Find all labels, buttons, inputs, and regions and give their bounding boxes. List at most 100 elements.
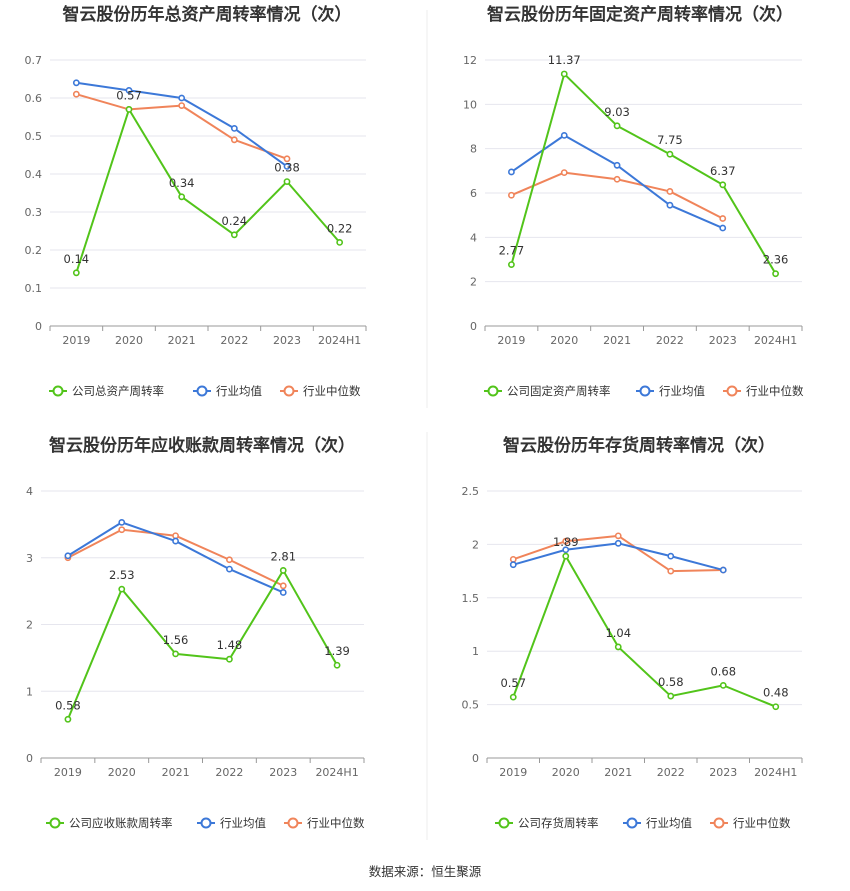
legend-swatch-marker xyxy=(713,817,725,829)
data-label: 2.81 xyxy=(270,549,296,563)
data-point xyxy=(614,532,622,540)
y-tick-label: 0 xyxy=(35,320,42,333)
data-point xyxy=(667,552,675,560)
data-point xyxy=(509,561,517,569)
legend-swatch-marker xyxy=(287,817,299,829)
data-label: 11.37 xyxy=(548,53,581,67)
data-point xyxy=(666,150,674,158)
x-tick-label: 2021 xyxy=(162,766,190,779)
series-line xyxy=(510,72,777,275)
data-point xyxy=(562,537,570,545)
data-label: 7.75 xyxy=(657,133,683,147)
y-tick-label: 6 xyxy=(470,187,477,200)
y-tick-label: 0.1 xyxy=(25,282,43,295)
data-label: 9.03 xyxy=(604,105,630,119)
x-tick-label: 2022 xyxy=(657,766,685,779)
data-point xyxy=(72,269,80,277)
legend-label: 行业中位数 xyxy=(307,816,365,830)
data-point xyxy=(283,155,291,163)
y-tick-label: 8 xyxy=(470,143,477,156)
data-point xyxy=(279,589,287,596)
data-point xyxy=(666,188,674,195)
data-point xyxy=(719,566,727,574)
y-tick-label: 0.4 xyxy=(25,168,43,181)
legend-swatch-marker xyxy=(726,385,738,397)
data-point xyxy=(772,703,780,711)
data-label: 0.68 xyxy=(710,664,736,678)
data-point xyxy=(719,215,727,222)
x-tick-label: 2023 xyxy=(273,334,301,347)
data-point xyxy=(226,565,233,573)
x-tick-label: 2020 xyxy=(115,334,143,347)
legend-swatch-marker xyxy=(498,817,510,829)
legend-label: 行业均值 xyxy=(646,816,692,830)
data-point xyxy=(508,168,515,176)
data-point xyxy=(509,693,517,701)
legend-label: 公司固定资产周转率 xyxy=(507,384,611,398)
data-point xyxy=(118,518,126,526)
y-tick-label: 1 xyxy=(26,685,33,698)
data-point xyxy=(333,661,341,669)
data-point xyxy=(613,122,621,130)
x-tick-label: 2021 xyxy=(168,334,196,347)
legend-label: 行业均值 xyxy=(216,384,262,398)
data-point xyxy=(72,90,80,98)
data-label: 2.53 xyxy=(109,568,135,582)
data-point xyxy=(613,175,621,183)
data-label: 0.14 xyxy=(64,252,90,266)
y-tick-label: 0.6 xyxy=(25,92,43,105)
data-point xyxy=(667,567,675,575)
data-label: 0.57 xyxy=(116,88,142,102)
legend-swatch-marker xyxy=(487,385,499,397)
data-point xyxy=(666,201,674,209)
data-label: 2.77 xyxy=(499,244,525,258)
y-tick-label: 10 xyxy=(463,98,477,111)
y-tick-label: 0.3 xyxy=(25,206,43,219)
data-point xyxy=(614,643,622,651)
data-label: 0.38 xyxy=(274,161,300,175)
data-point xyxy=(172,532,179,540)
x-tick-label: 2024H1 xyxy=(754,766,797,779)
source-note: 数据来源：恒生聚源 xyxy=(369,864,482,879)
x-tick-label: 2020 xyxy=(552,766,580,779)
y-tick-label: 0.2 xyxy=(25,244,43,257)
data-label: 0.58 xyxy=(658,675,684,689)
chart-title: 智云股份历年固定资产周转率情况（次） xyxy=(487,4,793,25)
data-point xyxy=(509,555,517,563)
data-point xyxy=(230,136,238,144)
data-point xyxy=(172,537,179,545)
y-tick-label: 2.5 xyxy=(462,485,480,498)
data-point xyxy=(118,526,126,534)
x-tick-label: 2021 xyxy=(603,334,631,347)
legend-swatch-marker xyxy=(196,385,208,397)
x-tick-label: 2019 xyxy=(499,766,527,779)
x-tick-label: 2021 xyxy=(604,766,632,779)
x-tick-label: 2024H1 xyxy=(754,334,797,347)
data-point xyxy=(172,650,179,658)
chart-title: 智云股份历年总资产周转率情况（次） xyxy=(63,4,352,25)
legend-swatch-marker xyxy=(639,385,651,397)
data-label: 1.04 xyxy=(605,626,631,640)
legend-label: 公司应收账款周转率 xyxy=(69,816,173,830)
data-label: 0.48 xyxy=(763,686,789,700)
data-point xyxy=(560,131,568,139)
data-point xyxy=(72,79,80,87)
x-tick-label: 2019 xyxy=(62,334,90,347)
data-point xyxy=(64,552,72,560)
data-point xyxy=(178,94,186,102)
series-line xyxy=(512,542,724,571)
data-point xyxy=(283,178,291,185)
data-point xyxy=(226,655,233,663)
x-tick-label: 2022 xyxy=(656,334,684,347)
data-point xyxy=(125,106,133,113)
data-point xyxy=(230,124,238,132)
legend-label: 行业中位数 xyxy=(733,816,791,830)
data-label: 6.37 xyxy=(710,164,736,178)
legend-label: 行业中位数 xyxy=(303,384,361,398)
data-label: 0.22 xyxy=(327,221,353,235)
data-point xyxy=(336,238,344,246)
y-tick-label: 0 xyxy=(470,320,477,333)
legend-label: 行业均值 xyxy=(220,816,266,830)
x-tick-label: 2019 xyxy=(54,766,82,779)
